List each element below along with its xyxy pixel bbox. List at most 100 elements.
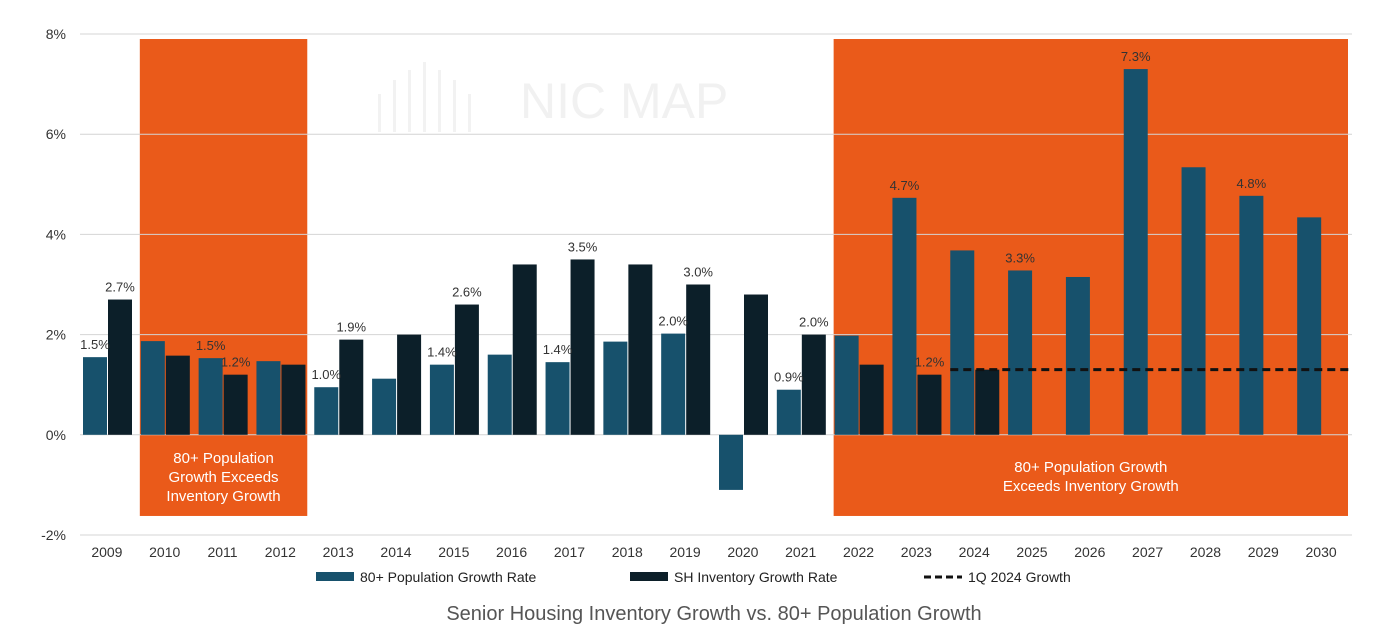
y-tick-label: 0%: [46, 427, 66, 443]
bar-inventory-2014: [397, 334, 422, 435]
bar-population-2026: [1065, 276, 1090, 435]
x-tick-label: 2030: [1306, 544, 1337, 560]
chart-title: Senior Housing Inventory Growth vs. 80+ …: [446, 603, 981, 625]
data-label: 1.5%: [80, 337, 110, 352]
x-tick-label: 2014: [380, 544, 411, 560]
bar-population-2025: [1008, 270, 1033, 435]
bar-inventory-2016: [512, 264, 537, 435]
bar-inventory-2009: [108, 299, 132, 435]
legend-swatch: [316, 572, 354, 581]
x-tick-label: 2023: [901, 544, 932, 560]
data-label: 3.3%: [1005, 250, 1035, 265]
x-tick-label: 2028: [1190, 544, 1221, 560]
bar-population-2022: [834, 335, 859, 435]
legend-label: SH Inventory Growth Rate: [674, 569, 838, 585]
bar-inventory-2020: [744, 294, 768, 435]
bar-population-2014: [372, 378, 397, 435]
bar-population-2019: [661, 333, 686, 435]
x-tick-label: 2024: [959, 544, 990, 560]
data-label: 1.4%: [427, 345, 457, 360]
highlight-label-1-line-2: Growth Exceeds: [169, 469, 279, 486]
watermark-logo-bar: [438, 70, 441, 132]
data-label: 4.8%: [1237, 176, 1267, 191]
data-label: 7.3%: [1121, 49, 1151, 64]
x-tick-label: 2021: [785, 544, 816, 560]
x-tick-label: 2020: [727, 544, 758, 560]
bar-inventory-2017: [570, 259, 595, 435]
watermark-logo-bar: [393, 80, 396, 132]
highlight-label-2-line-1: 80+ Population Growth: [1014, 459, 1167, 476]
data-label: 0.9%: [774, 370, 804, 385]
x-tick-label: 2017: [554, 544, 585, 560]
bar-inventory-2022: [859, 364, 884, 435]
bar-population-2016: [487, 354, 512, 435]
highlight-label-1-line-1: 80+ Population: [173, 450, 274, 467]
data-label: 1.9%: [336, 320, 366, 335]
legend-item-3: 1Q 2024 Growth: [924, 569, 1071, 585]
bar-population-2030: [1297, 217, 1322, 435]
watermark-logo-bar: [408, 70, 411, 132]
bar-population-2027: [1123, 69, 1148, 435]
y-tick-label: 6%: [46, 126, 66, 142]
x-tick-label: 2013: [323, 544, 354, 560]
x-tick-label: 2019: [670, 544, 701, 560]
x-tick-label: 2012: [265, 544, 296, 560]
bar-population-2010: [140, 341, 165, 435]
bar-inventory-2021: [801, 334, 826, 435]
data-label: 1.2%: [221, 355, 251, 370]
x-tick-label: 2027: [1132, 544, 1163, 560]
legend-item-2: SH Inventory Growth Rate: [630, 569, 838, 585]
watermark-logo-bar: [453, 80, 456, 132]
bar-inventory-2012: [281, 364, 306, 435]
data-label: 1.4%: [543, 342, 573, 357]
highlight-region-1: [139, 39, 308, 516]
x-tick-label: 2026: [1074, 544, 1105, 560]
data-label: 2.0%: [799, 315, 829, 330]
data-label: 1.5%: [196, 338, 226, 353]
bar-population-2017: [545, 362, 570, 435]
data-label: 1.2%: [915, 355, 945, 370]
x-tick-label: 2025: [1016, 544, 1047, 560]
legend-item-1: 80+ Population Growth Rate: [316, 569, 536, 585]
data-label: 4.7%: [890, 178, 920, 193]
data-label: 2.7%: [105, 280, 135, 295]
data-label: 3.0%: [683, 265, 713, 280]
highlight-label-2-line-2: Exceeds Inventory Growth: [1003, 478, 1179, 495]
bar-inventory-2015: [454, 304, 479, 435]
bar-inventory-2023: [917, 374, 942, 435]
data-label: 2.6%: [452, 285, 482, 300]
data-label: 1.0%: [311, 367, 341, 382]
highlight-label-1-line-3: Inventory Growth: [166, 488, 280, 505]
bar-inventory-2013: [339, 339, 364, 435]
data-label: 2.0%: [658, 314, 688, 329]
bar-population-2009: [83, 357, 107, 435]
bar-population-2024: [950, 250, 975, 435]
bar-population-2028: [1181, 167, 1206, 435]
y-tick-label: 2%: [46, 327, 66, 343]
legend-swatch: [630, 572, 668, 581]
bar-population-2029: [1239, 195, 1264, 435]
data-label: 3.5%: [568, 239, 598, 254]
x-tick-label: 2029: [1248, 544, 1279, 560]
bar-population-2013: [314, 387, 339, 435]
bar-inventory-2019: [686, 284, 711, 435]
x-tick-label: 2011: [207, 544, 237, 560]
bar-population-2021: [776, 389, 801, 435]
bar-inventory-2011: [223, 374, 248, 435]
y-tick-label: 8%: [46, 26, 66, 42]
bar-population-2011: [198, 358, 223, 435]
bar-inventory-2010: [165, 355, 190, 435]
bar-population-2015: [429, 364, 454, 435]
x-tick-label: 2010: [149, 544, 180, 560]
x-tick-label: 2016: [496, 544, 527, 560]
bar-population-2012: [256, 361, 281, 435]
legend-label: 80+ Population Growth Rate: [360, 569, 536, 585]
watermark-logo-bar: [468, 94, 471, 132]
bar-population-2018: [603, 341, 628, 435]
bar-inventory-2018: [628, 264, 653, 435]
x-tick-label: 2009: [91, 544, 122, 560]
y-tick-label: 4%: [46, 226, 66, 242]
watermark-text: NIC MAP: [520, 73, 728, 129]
y-tick-label: -2%: [41, 527, 66, 543]
